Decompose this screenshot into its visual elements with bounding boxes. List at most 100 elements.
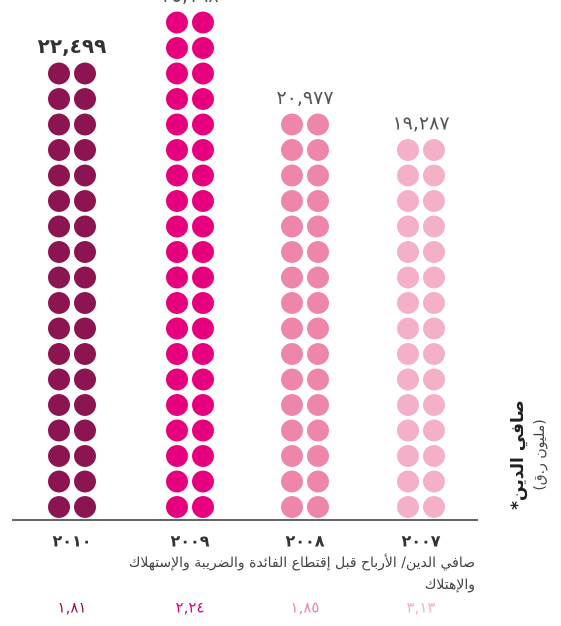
dot (397, 139, 419, 161)
dot (423, 470, 445, 493)
dot (307, 266, 329, 289)
dot (192, 496, 214, 518)
dot (397, 241, 419, 263)
dot (74, 419, 96, 442)
dot (192, 368, 214, 391)
dot (74, 62, 96, 85)
dot (397, 368, 419, 391)
dot (48, 190, 70, 212)
dot (307, 394, 329, 416)
dot (48, 215, 70, 238)
dot (74, 113, 96, 136)
dot (307, 164, 329, 187)
dot (166, 445, 188, 467)
dot (166, 215, 188, 238)
dot (48, 292, 70, 314)
dot (48, 241, 70, 263)
dot (48, 88, 70, 110)
dot (281, 292, 303, 314)
x-tick-label: ٢٠١٠ (52, 532, 91, 551)
dot (281, 266, 303, 289)
dot (166, 62, 188, 85)
dot (423, 215, 445, 238)
dot (74, 292, 96, 314)
dot (192, 11, 214, 34)
dot (281, 317, 303, 340)
dot (166, 88, 188, 110)
dot-column (397, 139, 445, 518)
dot (166, 266, 188, 289)
x-tick-label: ٢٠٠٧ (401, 532, 440, 551)
dot (192, 113, 214, 136)
dot (74, 470, 96, 493)
dot (48, 419, 70, 442)
dot (307, 419, 329, 442)
dot (192, 62, 214, 85)
dot (192, 394, 214, 416)
dot (281, 368, 303, 391)
dot (166, 496, 188, 518)
dot (48, 394, 70, 416)
dot (423, 343, 445, 365)
dot (166, 113, 188, 136)
dot (423, 241, 445, 263)
dot (307, 113, 329, 136)
dot (307, 445, 329, 467)
dot (166, 419, 188, 442)
dot (166, 139, 188, 161)
dot (48, 62, 70, 85)
value-label: ١٩,٢٨٧ (392, 113, 449, 135)
dot (48, 113, 70, 136)
dot (307, 241, 329, 263)
value-label: ٢٥,١٦٨ (161, 0, 218, 7)
dot (192, 241, 214, 263)
dot (281, 343, 303, 365)
dot (307, 496, 329, 518)
dot (166, 11, 188, 34)
ratio-value: ١,٨٥ (291, 599, 320, 617)
dot (192, 215, 214, 238)
dot (397, 215, 419, 238)
dot (166, 470, 188, 493)
dot (281, 139, 303, 161)
dot (74, 139, 96, 161)
dot (423, 190, 445, 212)
dot (74, 368, 96, 391)
dot (48, 496, 70, 518)
dot (74, 317, 96, 340)
dot (48, 139, 70, 161)
dot (307, 470, 329, 493)
ratio-label: صافي الدين/ الأرباح قبل إقتطاع الفائدة و… (128, 555, 475, 593)
ratio-value: ٣,١٣ (407, 599, 436, 617)
dot (423, 419, 445, 442)
dot (423, 164, 445, 187)
dot (192, 266, 214, 289)
dot (281, 164, 303, 187)
dot-column (48, 62, 96, 518)
dot (397, 394, 419, 416)
dot (48, 266, 70, 289)
dot (397, 266, 419, 289)
dot (307, 343, 329, 365)
dot (74, 266, 96, 289)
dot (307, 292, 329, 314)
dot (192, 470, 214, 493)
dot (423, 394, 445, 416)
dot (166, 343, 188, 365)
dot (166, 394, 188, 416)
dot (74, 88, 96, 110)
dot (166, 368, 188, 391)
y-unit: (مليون ر.ق) (532, 419, 548, 490)
dot (307, 317, 329, 340)
dot (307, 215, 329, 238)
dot (48, 368, 70, 391)
dot (192, 292, 214, 314)
dot (48, 343, 70, 365)
dot (166, 317, 188, 340)
dot (48, 164, 70, 187)
dot (281, 445, 303, 467)
dot (397, 470, 419, 493)
dot (281, 394, 303, 416)
dot (166, 292, 188, 314)
x-tick-label: ٢٠٠٩ (170, 532, 209, 551)
